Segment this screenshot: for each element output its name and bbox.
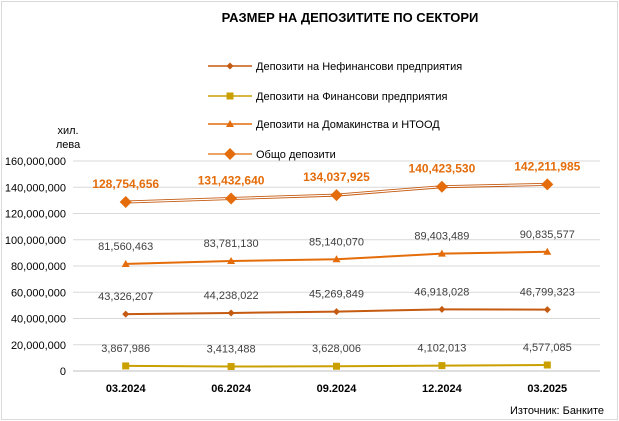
y-tick-label: 20,000,000 bbox=[11, 340, 66, 352]
data-label: 3,413,488 bbox=[207, 344, 256, 356]
x-tick-label: 09.2024 bbox=[317, 383, 358, 395]
data-label: 81,560,463 bbox=[98, 241, 153, 253]
legend: Депозити на Нефинансови предприятия Депоз… bbox=[208, 61, 462, 161]
y-tick-label: 100,000,000 bbox=[5, 235, 66, 247]
data-label: 4,102,013 bbox=[417, 343, 466, 355]
legend-entry: Общо депозити bbox=[256, 149, 336, 161]
legend-marker bbox=[226, 62, 234, 70]
legend-entry: Депозити на Нефинансови предприятия bbox=[256, 61, 462, 73]
data-point bbox=[227, 309, 235, 317]
data-point bbox=[333, 308, 340, 316]
gridlines bbox=[73, 160, 600, 346]
data-label: 3,867,986 bbox=[101, 343, 150, 355]
data-label: 134,037,925 bbox=[303, 170, 370, 184]
data-point bbox=[438, 305, 446, 313]
legend-marker bbox=[226, 120, 234, 127]
data-point bbox=[541, 178, 554, 191]
data-label: 89,403,489 bbox=[414, 231, 469, 243]
data-label: 142,211,985 bbox=[514, 159, 580, 173]
x-tick-label: 12.2024 bbox=[422, 383, 463, 395]
x-tick-label: 03.2024 bbox=[106, 383, 147, 395]
legend-marker bbox=[224, 148, 236, 160]
y-tick-label: 120,000,000 bbox=[5, 209, 66, 221]
data-point bbox=[227, 257, 236, 265]
y-axis-unit-line2: лева bbox=[56, 139, 81, 151]
data-point bbox=[225, 192, 238, 205]
data-point bbox=[435, 180, 448, 193]
axes: 0 20,000,000 40,000,000 60,000,000 80,000,00… bbox=[5, 156, 600, 395]
source-note: Източник: Банките bbox=[510, 405, 604, 417]
y-tick-label: 140,000,000 bbox=[5, 182, 66, 194]
data-point bbox=[437, 249, 446, 257]
plot-area: 43,326,207 44,238,022 45,269,849 46,918,028… bbox=[92, 159, 581, 371]
y-tick-label: 80,000,000 bbox=[11, 261, 66, 273]
data-label: 46,918,028 bbox=[414, 286, 469, 298]
data-point bbox=[122, 362, 130, 370]
data-point bbox=[227, 363, 235, 371]
y-tick-label: 160,000,000 bbox=[5, 156, 66, 168]
data-label: 140,423,530 bbox=[409, 162, 476, 176]
data-point bbox=[119, 196, 132, 209]
data-point bbox=[122, 310, 130, 318]
data-point bbox=[121, 259, 130, 267]
data-label: 128,754,656 bbox=[92, 177, 159, 191]
data-point bbox=[543, 247, 552, 255]
data-point bbox=[543, 361, 551, 369]
data-point bbox=[438, 362, 446, 370]
data-label: 131,432,640 bbox=[198, 173, 265, 187]
data-label: 3,628,006 bbox=[312, 343, 361, 355]
data-label: 4,577,085 bbox=[523, 342, 572, 354]
y-tick-label: 60,000,000 bbox=[11, 287, 66, 299]
data-label: 46,799,323 bbox=[520, 287, 575, 299]
data-label: 45,269,849 bbox=[309, 289, 364, 301]
data-label: 90,835,577 bbox=[520, 229, 575, 241]
x-tick-label: 03.2025 bbox=[527, 383, 567, 395]
data-point bbox=[333, 362, 340, 370]
data-point bbox=[332, 255, 341, 263]
y-axis-unit-line1: хил. bbox=[57, 125, 78, 137]
legend-entry: Депозити на Домакинства и НТООД bbox=[256, 119, 440, 131]
y-tick-label: 0 bbox=[60, 366, 66, 378]
data-label: 44,238,022 bbox=[204, 290, 259, 302]
x-tick-label: 06.2024 bbox=[211, 383, 252, 395]
data-point bbox=[543, 306, 551, 314]
legend-marker bbox=[226, 92, 234, 100]
y-tick-label: 40,000,000 bbox=[11, 314, 66, 326]
data-label: 83,781,130 bbox=[204, 238, 259, 250]
data-label: 85,140,070 bbox=[309, 236, 364, 248]
chart-title: РАЗМЕР НА ДЕПОЗИТИТЕ ПО СЕКТОРИ bbox=[222, 10, 479, 25]
legend-entry: Депозити на Финансови предприятия bbox=[256, 91, 447, 103]
data-point bbox=[330, 189, 343, 202]
data-label: 43,326,207 bbox=[98, 291, 153, 303]
